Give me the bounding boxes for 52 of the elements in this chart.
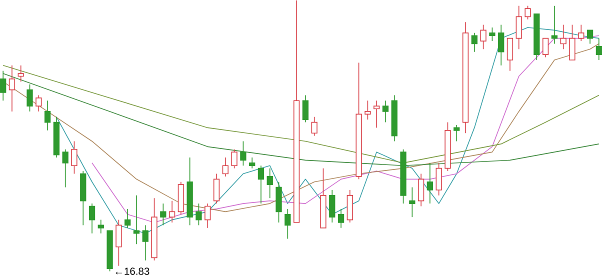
- candlestick: [18, 65, 24, 82]
- candlestick: [454, 124, 460, 142]
- candlestick: [338, 208, 344, 228]
- candlestick: [36, 94, 42, 112]
- candlestick: [374, 100, 380, 128]
- candlestick: [142, 224, 148, 261]
- candlestick: [542, 38, 549, 58]
- candlestick: [302, 94, 309, 123]
- candlestick: [71, 140, 78, 174]
- candlestick: [26, 84, 33, 112]
- candlestick: [0, 70, 6, 102]
- candlestick: [551, 5, 558, 44]
- candlestick: [311, 116, 318, 136]
- candlestick: [426, 162, 434, 204]
- candlestick: [524, 5, 531, 20]
- candlestick: [204, 203, 211, 228]
- candlestick: [44, 100, 51, 131]
- candlestick: [88, 203, 96, 234]
- candlestick: [382, 100, 389, 123]
- candlestick: [498, 24, 504, 66]
- candlestick: [560, 24, 566, 50]
- candlestick: [329, 190, 336, 223]
- candlestick: [480, 24, 486, 50]
- candlestick: [62, 149, 68, 188]
- candlestick: [586, 30, 594, 44]
- candlestick: [258, 165, 264, 204]
- candlestick: [569, 24, 576, 60]
- candlestick: [364, 100, 371, 120]
- candlestick: [266, 168, 273, 199]
- candlestick: [240, 140, 246, 166]
- candlestick: [471, 32, 478, 52]
- candlestick: [213, 173, 220, 204]
- candlestick: [578, 24, 584, 42]
- candlestick: [249, 157, 256, 169]
- candlestick: [124, 208, 131, 228]
- candlestick: [168, 200, 176, 223]
- candlestick: [418, 173, 424, 207]
- candlestick: [196, 203, 202, 226]
- candlestick: [133, 195, 140, 245]
- candlestick: [116, 219, 122, 266]
- candlestick: [489, 27, 496, 42]
- annotation: ←16.83: [116, 268, 150, 275]
- candlestick: [409, 186, 416, 218]
- candlestick: [98, 219, 104, 234]
- candlestick: [231, 149, 238, 169]
- candlestick: [516, 5, 522, 50]
- candlestick: [160, 203, 166, 226]
- candlestick: [284, 208, 291, 240]
- candlestick: [222, 157, 228, 177]
- candlestick: [8, 65, 16, 112]
- candlestick: [436, 162, 442, 196]
- candlestick: [506, 38, 514, 72]
